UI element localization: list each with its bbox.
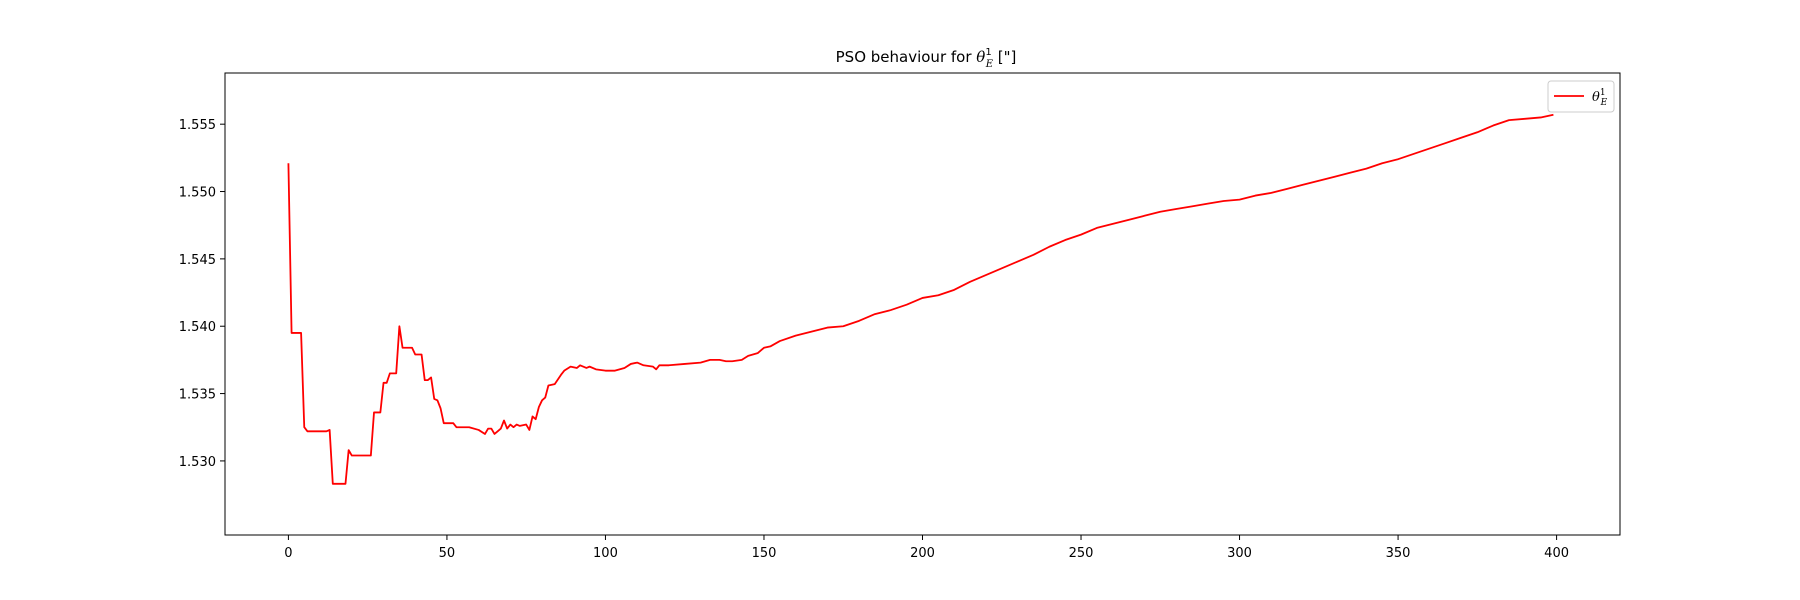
y-tick-label: 1.555 bbox=[179, 118, 216, 133]
x-tick-label: 300 bbox=[1227, 546, 1252, 561]
legend-label-subscript: E bbox=[1600, 98, 1608, 108]
y-tick-label: 1.545 bbox=[179, 253, 216, 268]
x-axis-ticks: 0 50 100 150 200 250 300 350 400 bbox=[284, 535, 1569, 561]
x-tick-label: 350 bbox=[1386, 546, 1411, 561]
legend: θ1 E bbox=[1547, 80, 1615, 113]
x-tick-label: 250 bbox=[1069, 546, 1094, 561]
x-tick-label: 0 bbox=[284, 546, 292, 561]
x-tick-label: 50 bbox=[439, 546, 456, 561]
chart-title-prefix: PSO behaviour for bbox=[836, 48, 977, 66]
x-tick-label: 150 bbox=[752, 546, 777, 561]
y-tick-label: 1.535 bbox=[179, 388, 216, 403]
y-tick-label: 1.540 bbox=[179, 320, 216, 335]
legend-label-superscript: 1 bbox=[1600, 88, 1606, 98]
series-line-theta-e bbox=[287, 113, 1554, 485]
y-tick-label: 1.530 bbox=[179, 455, 216, 470]
chart-title-subscript: E bbox=[985, 59, 994, 70]
x-tick-label: 400 bbox=[1544, 546, 1569, 561]
legend-label: θ1 E bbox=[1592, 88, 1608, 108]
y-axis-ticks: 1.530 1.535 1.540 1.545 1.550 1.555 bbox=[179, 118, 225, 470]
y-tick-label: 1.550 bbox=[179, 186, 216, 201]
chart-title-symbol: θ bbox=[976, 48, 985, 66]
chart-title-suffix: ["] bbox=[993, 48, 1016, 66]
chart-title: PSO behaviour for θ1 E ["] bbox=[836, 47, 1017, 70]
legend-label-symbol: θ bbox=[1592, 90, 1600, 105]
chart-title-superscript: 1 bbox=[985, 47, 991, 58]
x-tick-label: 100 bbox=[593, 546, 618, 561]
x-tick-label: 200 bbox=[910, 546, 935, 561]
